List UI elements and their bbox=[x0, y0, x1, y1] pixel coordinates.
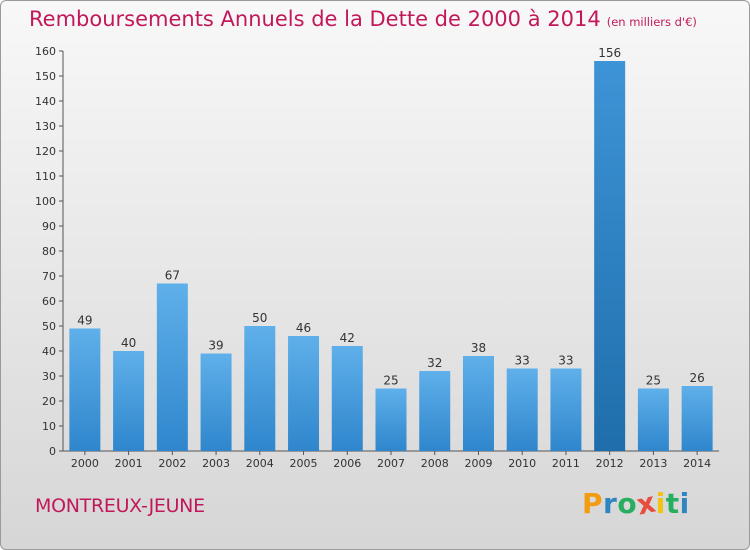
x-tick-label: 2009 bbox=[464, 457, 492, 470]
proxiti-logo: Proxiti bbox=[582, 485, 690, 521]
bar-2002 bbox=[156, 283, 188, 451]
bar-2003 bbox=[200, 353, 232, 451]
x-tick-label: 2011 bbox=[552, 457, 580, 470]
y-tick-label: 50 bbox=[42, 320, 56, 333]
x-tick-label: 2007 bbox=[377, 457, 405, 470]
value-label-2002: 67 bbox=[165, 269, 180, 283]
y-tick-label: 60 bbox=[42, 295, 56, 308]
y-tick-label: 140 bbox=[35, 95, 56, 108]
y-tick-label: 100 bbox=[35, 195, 56, 208]
bar-2000 bbox=[69, 328, 101, 451]
x-tick-label: 2000 bbox=[71, 457, 99, 470]
bar-2001 bbox=[113, 351, 145, 451]
value-label-2007: 25 bbox=[383, 374, 398, 388]
y-tick-label: 0 bbox=[49, 445, 56, 458]
bar-2009 bbox=[462, 356, 494, 451]
x-tick-label: 2008 bbox=[421, 457, 449, 470]
x-tick-label: 2003 bbox=[202, 457, 230, 470]
value-label-2003: 39 bbox=[208, 339, 223, 353]
value-label-2001: 40 bbox=[121, 336, 136, 350]
y-tick-label: 80 bbox=[42, 245, 56, 258]
y-tick-label: 70 bbox=[42, 270, 56, 283]
value-labels-group: 49 40 67 39 50 46 42 25 32 38 33 33 156 25 26 bbox=[77, 46, 705, 388]
y-tick-label: 150 bbox=[35, 70, 56, 83]
logo-letter: i bbox=[679, 487, 690, 520]
chart-title-text: Remboursements Annuels de la Dette de 20… bbox=[29, 7, 601, 31]
x-tick-label: 2005 bbox=[290, 457, 318, 470]
value-label-2010: 33 bbox=[515, 354, 530, 368]
location-name: MONTREUX-JEUNE bbox=[35, 495, 205, 517]
value-label-2006: 42 bbox=[340, 331, 355, 345]
logo-letter: i bbox=[655, 487, 666, 520]
value-label-2000: 49 bbox=[77, 314, 92, 328]
y-tick-label: 90 bbox=[42, 220, 56, 233]
bar-2014 bbox=[681, 386, 713, 451]
bar-2013 bbox=[637, 388, 669, 451]
value-label-2011: 33 bbox=[558, 354, 573, 368]
x-tick-label: 2006 bbox=[333, 457, 361, 470]
y-tick-label: 110 bbox=[35, 170, 56, 183]
value-label-2004: 50 bbox=[252, 311, 267, 325]
bar-2005 bbox=[288, 336, 320, 451]
logo-letter: r bbox=[603, 487, 618, 520]
bar-2008 bbox=[419, 371, 451, 451]
bar-2011 bbox=[550, 368, 582, 451]
y-tick-label: 40 bbox=[42, 345, 56, 358]
y-tick-label: 130 bbox=[35, 120, 56, 133]
chart-subtitle: (en milliers d'€) bbox=[606, 15, 697, 29]
y-tick-label: 10 bbox=[42, 420, 56, 433]
x-tick-label: 2012 bbox=[596, 457, 624, 470]
y-tick-label: 160 bbox=[35, 45, 56, 58]
bar-2007 bbox=[375, 388, 407, 451]
value-label-2013: 25 bbox=[646, 374, 661, 388]
logo-letter: t bbox=[665, 487, 680, 520]
logo-letter: o bbox=[617, 487, 638, 520]
logo-letter: P bbox=[582, 487, 604, 520]
bar-2006 bbox=[331, 346, 363, 451]
y-tick-label: 20 bbox=[42, 395, 56, 408]
value-label-2009: 38 bbox=[471, 341, 486, 355]
x-tick-label: 2014 bbox=[683, 457, 711, 470]
x-tick-label: 2002 bbox=[158, 457, 186, 470]
x-tick-label: 2013 bbox=[639, 457, 667, 470]
y-axis: 0 10 20 30 40 50 60 70 80 90 100 110 120 130 140 150 160 bbox=[35, 45, 64, 458]
x-tick-label: 2001 bbox=[115, 457, 143, 470]
y-tick-label: 120 bbox=[35, 145, 56, 158]
x-tick-label: 2010 bbox=[508, 457, 536, 470]
x-axis: 2000 2001 2002 2003 2004 2005 2006 2007 2008 2009… bbox=[63, 450, 719, 470]
value-label-2005: 46 bbox=[296, 321, 311, 335]
value-label-2012: 156 bbox=[598, 46, 621, 60]
y-tick-label: 30 bbox=[42, 370, 56, 383]
bars-group bbox=[69, 61, 713, 451]
x-tick-label: 2004 bbox=[246, 457, 274, 470]
chart-title: Remboursements Annuels de la Dette de 20… bbox=[29, 7, 697, 31]
bar-2004 bbox=[244, 326, 276, 451]
bar-2012 bbox=[594, 61, 626, 451]
value-label-2014: 26 bbox=[689, 371, 704, 385]
bar-2010 bbox=[506, 368, 538, 451]
value-label-2008: 32 bbox=[427, 356, 442, 370]
